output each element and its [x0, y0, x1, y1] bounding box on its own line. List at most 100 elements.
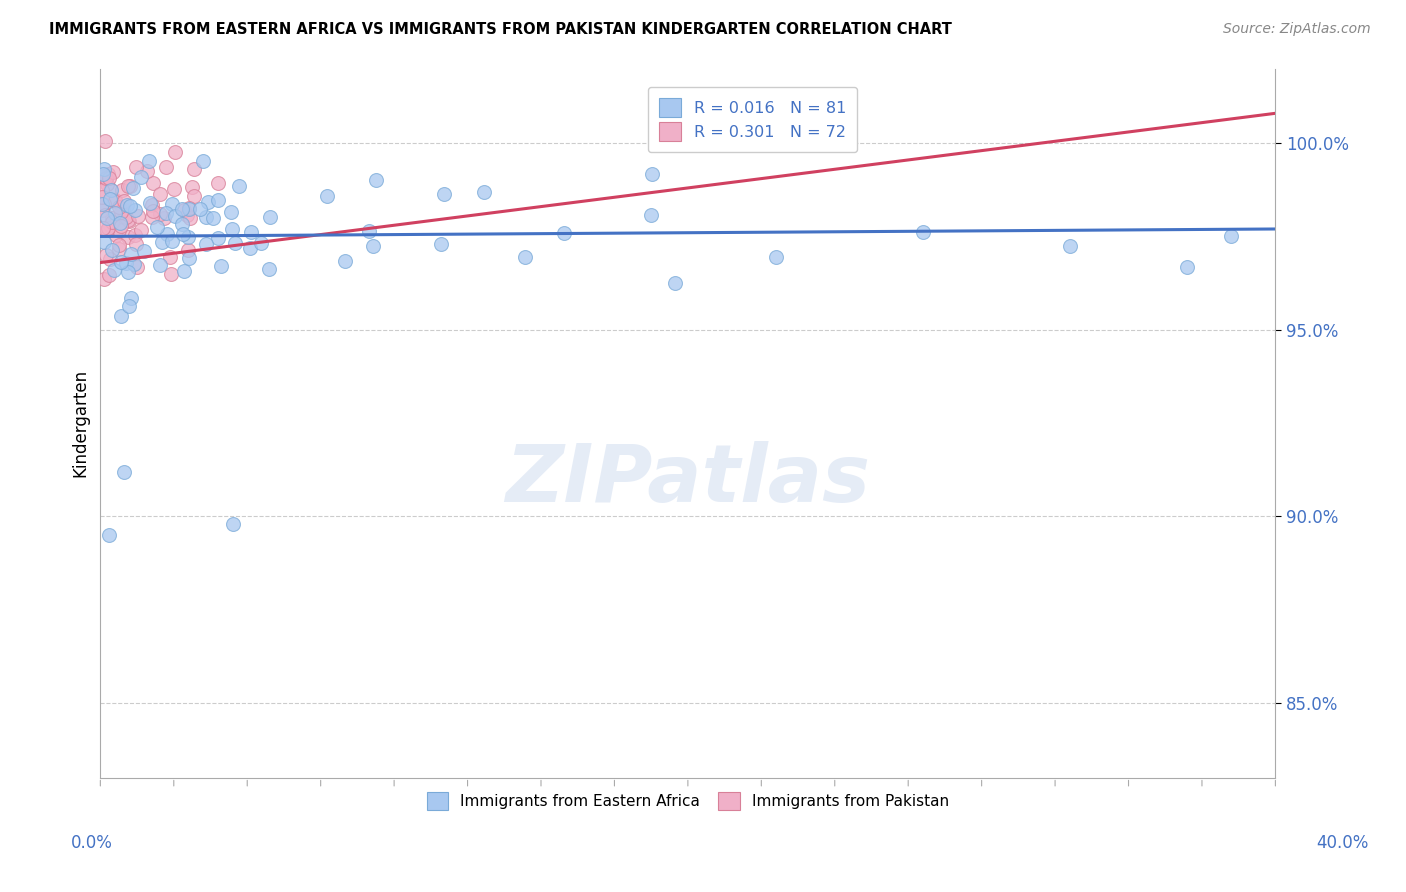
Point	[110, 255, 132, 269]
Point	[209, 259, 232, 273]
Point	[163, 209, 186, 223]
Point	[117, 230, 139, 244]
Point	[160, 234, 183, 248]
Point	[96, 170, 118, 185]
Point	[191, 154, 214, 169]
Point	[91, 169, 114, 184]
Text: 0.0%: 0.0%	[70, 834, 112, 852]
Point	[177, 230, 200, 244]
Point	[159, 251, 181, 265]
Point	[239, 241, 262, 255]
Point	[177, 243, 200, 257]
Point	[93, 197, 115, 211]
Point	[641, 167, 664, 181]
Point	[141, 198, 163, 212]
Point	[139, 195, 162, 210]
Point	[195, 236, 218, 251]
Point	[163, 182, 186, 196]
Point	[472, 185, 495, 199]
Point	[259, 210, 281, 224]
Point	[112, 202, 135, 216]
Point	[98, 182, 121, 196]
Point	[129, 223, 152, 237]
Point	[120, 247, 142, 261]
Point	[141, 210, 163, 224]
Point	[221, 516, 243, 531]
Point	[176, 208, 198, 222]
Point	[93, 235, 115, 250]
Legend: Immigrants from Eastern Africa, Immigrants from Pakistan: Immigrants from Eastern Africa, Immigran…	[420, 786, 955, 816]
Point	[207, 231, 229, 245]
Point	[127, 209, 149, 223]
Point	[135, 164, 157, 178]
Point	[97, 220, 120, 235]
Point	[110, 205, 132, 219]
Point	[134, 244, 156, 259]
Point	[1175, 260, 1198, 275]
Point	[104, 193, 127, 207]
Point	[640, 208, 662, 222]
Point	[120, 291, 142, 305]
Point	[122, 181, 145, 195]
Point	[91, 221, 114, 235]
Point	[100, 211, 122, 225]
Point	[228, 179, 250, 194]
Point	[110, 309, 132, 323]
Point	[124, 202, 146, 217]
Point	[94, 134, 117, 148]
Text: 40.0%: 40.0%	[1316, 834, 1369, 852]
Point	[108, 242, 131, 256]
Point	[142, 176, 165, 190]
Point	[177, 251, 200, 265]
Point	[170, 202, 193, 216]
Point	[257, 261, 280, 276]
Point	[224, 236, 246, 251]
Point	[149, 187, 172, 202]
Point	[114, 256, 136, 270]
Point	[765, 251, 787, 265]
Point	[183, 188, 205, 202]
Point	[221, 222, 243, 236]
Text: Source: ZipAtlas.com: Source: ZipAtlas.com	[1223, 22, 1371, 37]
Point	[97, 167, 120, 181]
Point	[357, 224, 380, 238]
Point	[112, 194, 135, 208]
Point	[911, 225, 934, 239]
Text: IMMIGRANTS FROM EASTERN AFRICA VS IMMIGRANTS FROM PAKISTAN KINDERGARTEN CORRELAT: IMMIGRANTS FROM EASTERN AFRICA VS IMMIGR…	[49, 22, 952, 37]
Point	[94, 248, 117, 262]
Point	[179, 202, 201, 216]
Point	[173, 264, 195, 278]
Point	[118, 299, 141, 313]
Point	[98, 252, 121, 266]
Point	[430, 237, 453, 252]
Point	[101, 165, 124, 179]
Point	[129, 169, 152, 184]
Point	[108, 200, 131, 214]
Point	[98, 218, 121, 232]
Point	[124, 257, 146, 271]
Point	[153, 211, 176, 225]
Point	[93, 167, 115, 181]
Point	[98, 268, 121, 282]
Point	[108, 222, 131, 236]
Point	[117, 213, 139, 227]
Point	[364, 172, 387, 186]
Point	[110, 216, 132, 230]
Point	[91, 190, 114, 204]
Point	[120, 199, 142, 213]
Point	[108, 238, 131, 252]
Point	[142, 204, 165, 219]
Point	[94, 171, 117, 186]
Point	[93, 162, 115, 177]
Point	[115, 198, 138, 212]
Point	[93, 272, 115, 286]
Point	[100, 192, 122, 206]
Point	[160, 197, 183, 211]
Point	[197, 194, 219, 209]
Point	[90, 202, 112, 217]
Point	[179, 211, 201, 225]
Point	[361, 239, 384, 253]
Point	[96, 177, 118, 191]
Point	[125, 161, 148, 175]
Point	[138, 153, 160, 168]
